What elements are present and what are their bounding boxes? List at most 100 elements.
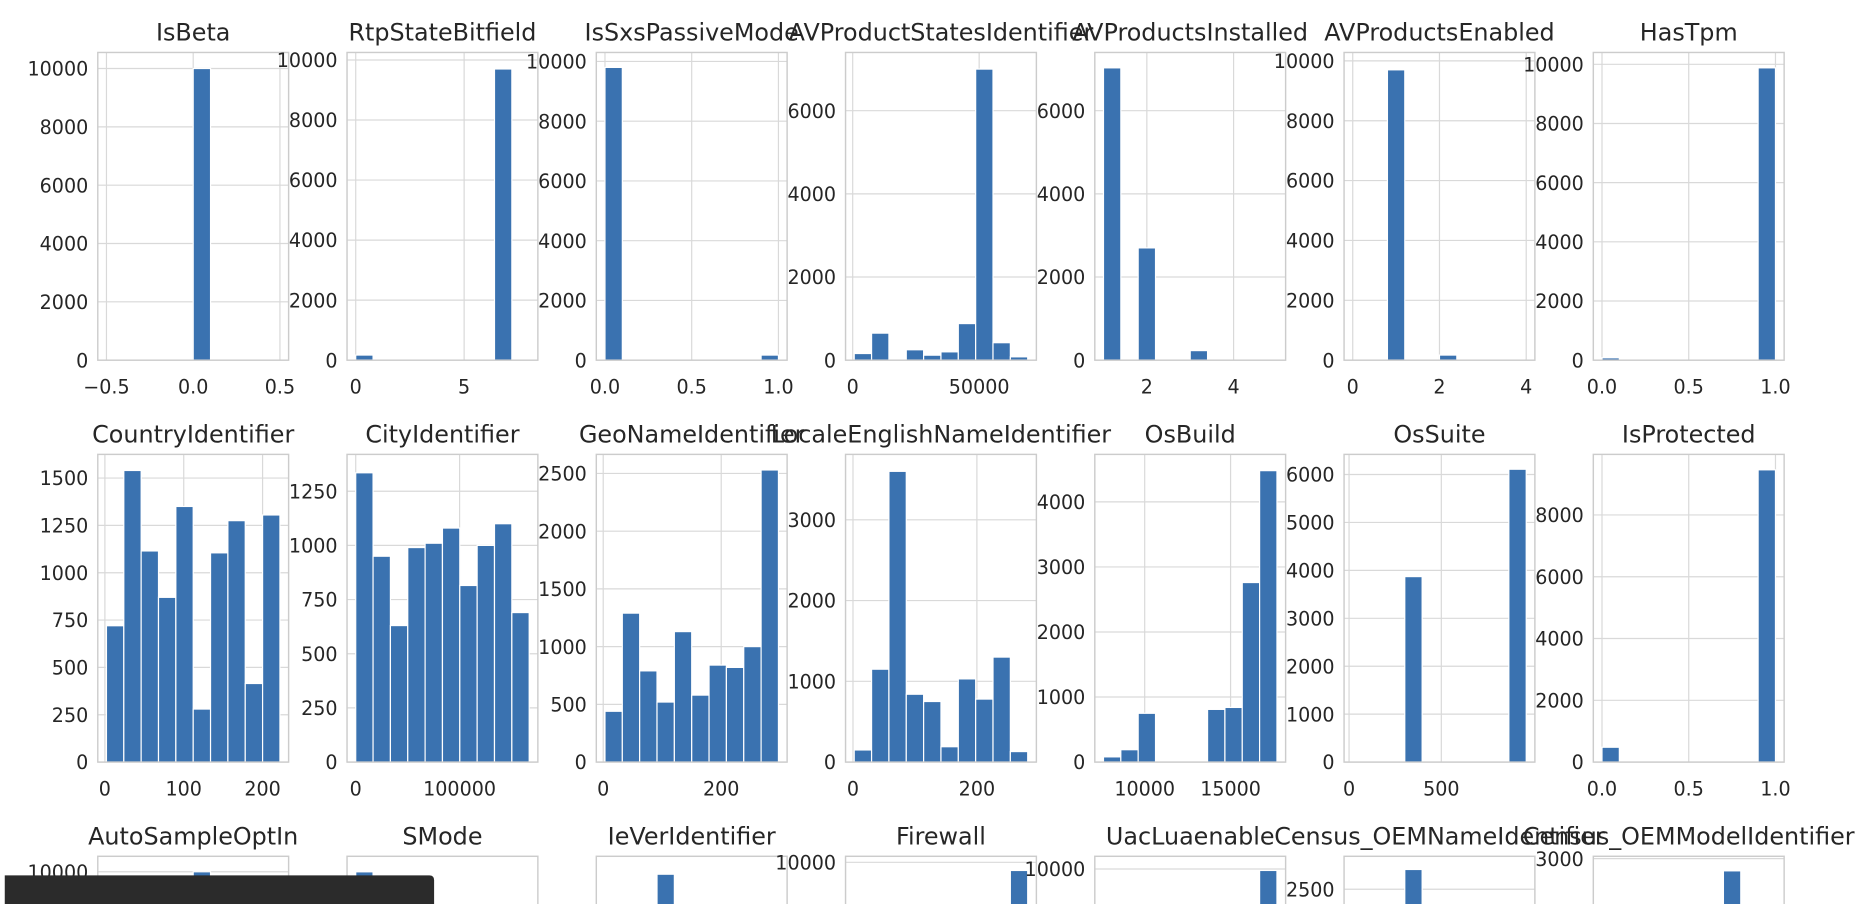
bar [992, 342, 1011, 361]
y-tick-label: 6000 [1286, 465, 1335, 487]
subplot: 0 2000 4000 6000 2 4 AVProductsInstalled [1037, 19, 1308, 399]
bar [105, 625, 125, 763]
bar [1009, 869, 1029, 904]
chart-title: OsSuite [1393, 420, 1485, 448]
x-tick-label: 0 [350, 377, 362, 399]
x-tick-label: 0.5 [1674, 778, 1704, 800]
y-tick-label: 6000 [1037, 101, 1086, 123]
y-tick-label: 10000 [277, 50, 338, 72]
axes-frame [1094, 51, 1287, 361]
x-tick-label: 1.0 [763, 377, 793, 399]
x-tick-label: 4 [1520, 377, 1532, 399]
y-tick-label: 8000 [1286, 111, 1335, 133]
chart-title: Firewall [896, 822, 986, 850]
x-tick-label: 200 [703, 778, 739, 800]
bar [975, 698, 994, 763]
x-tick-label: 200 [244, 778, 280, 800]
y-tick-label: 1250 [289, 481, 338, 503]
bar [1009, 750, 1029, 763]
y-tick-label: 3000 [1286, 608, 1335, 630]
y-tick-label: 2000 [1535, 690, 1584, 712]
x-tick-label: 2 [1433, 377, 1445, 399]
chart-title: Census_OEMModelIdentifier [1523, 822, 1855, 850]
y-tick-label: 3000 [1535, 849, 1584, 871]
bar [708, 664, 727, 763]
x-tick-label: −0.5 [83, 377, 129, 399]
bar [691, 694, 710, 763]
bar [175, 505, 194, 763]
y-tick-label: 0 [76, 350, 88, 372]
y-tick-label: 6000 [40, 175, 89, 197]
bar [923, 354, 942, 361]
y-tick-label: 2500 [538, 464, 587, 486]
axes-frame [1343, 453, 1536, 763]
chart-title: IeVerIdentifier [608, 822, 776, 850]
y-tick-label: 2000 [1535, 291, 1584, 313]
bar [1404, 576, 1423, 763]
y-tick-label: 8000 [1535, 114, 1584, 136]
bar [957, 678, 977, 763]
y-tick-label: 10000 [28, 59, 89, 81]
chart-title: HasTpm [1640, 19, 1738, 47]
subplot: 0 500 1000 1500 2000 2500 0 200 GeoNameIdentifie… [538, 420, 804, 800]
x-tick-label: 0 [350, 778, 362, 800]
axes-frame [1343, 51, 1536, 361]
axes-frame [346, 855, 539, 904]
bar [604, 66, 623, 361]
axes-frame [97, 453, 290, 763]
subplot: 10000 Firewall [775, 822, 1038, 904]
subplot: 2500 Census_OEMNameIdentifier [1274, 822, 1605, 904]
bar [1404, 868, 1423, 904]
bar [1757, 469, 1777, 763]
chart-title: AVProductsEnabled [1324, 19, 1554, 47]
y-tick-label: 2000 [787, 591, 836, 613]
bar [1137, 247, 1157, 361]
bar [209, 552, 229, 763]
bar [407, 546, 426, 763]
y-tick-label: 0 [824, 350, 836, 372]
x-tick-label: 5 [458, 377, 470, 399]
bar [656, 873, 675, 904]
bar [905, 349, 925, 361]
y-tick-label: 1000 [538, 637, 587, 659]
bar [853, 749, 873, 763]
x-tick-label: 500 [1423, 778, 1459, 800]
x-tick-label: 0.5 [677, 377, 707, 399]
bar [1259, 869, 1278, 904]
chart-title: IsSxsPassiveMode [585, 19, 799, 47]
y-tick-label: 0 [325, 350, 337, 372]
y-tick-label: 4000 [1535, 629, 1584, 651]
bar [1601, 746, 1620, 763]
x-tick-label: 4 [1228, 377, 1240, 399]
bar [140, 550, 160, 763]
y-tick-label: 8000 [289, 110, 338, 132]
subplot: 10000 UacLuaenable [1025, 822, 1287, 904]
y-tick-label: 0 [1073, 752, 1085, 774]
axes-frame [346, 51, 539, 361]
x-tick-label: 0.5 [265, 377, 295, 399]
bar [157, 596, 177, 763]
y-tick-label: 10000 [526, 52, 587, 74]
y-tick-label: 0 [575, 350, 587, 372]
bar [992, 656, 1011, 763]
y-tick-label: 2000 [538, 521, 587, 543]
chart-title: GeoNameIdentifier [579, 420, 805, 448]
x-tick-label: 0.5 [1674, 377, 1704, 399]
x-tick-label: 1.0 [1760, 778, 1790, 800]
chart-title: UacLuaenable [1106, 822, 1275, 850]
subplot: IeVerIdentifier [595, 822, 788, 904]
axes-frame [1592, 855, 1785, 904]
bar [123, 469, 142, 763]
axes-frame [844, 453, 1038, 763]
y-tick-label: 4000 [1286, 561, 1335, 583]
y-tick-label: 1000 [40, 563, 89, 585]
y-tick-label: 2000 [1286, 290, 1335, 312]
bar [1189, 350, 1209, 361]
y-tick-label: 250 [301, 698, 337, 720]
y-tick-label: 750 [301, 590, 337, 612]
axes-frame [97, 855, 290, 904]
y-tick-label: 4000 [1286, 231, 1335, 253]
bar [905, 693, 925, 763]
